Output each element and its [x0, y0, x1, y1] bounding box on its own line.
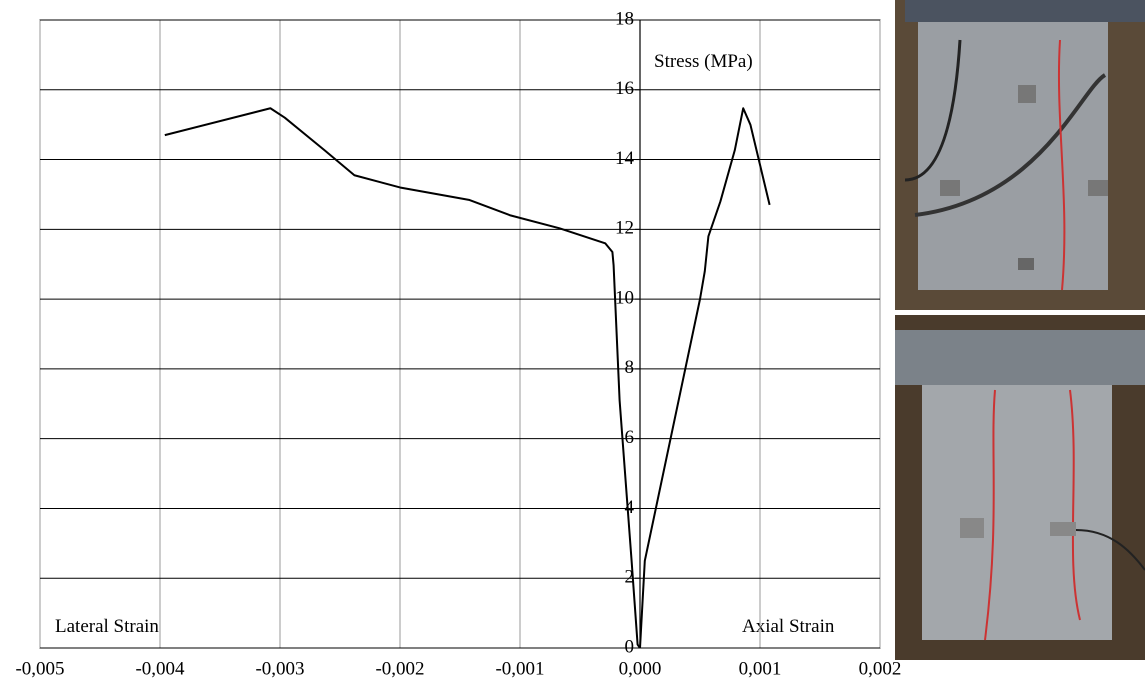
- x-tick-label: -0,005: [15, 658, 64, 679]
- y-tick-label: 12: [615, 218, 634, 239]
- y-tick-label: 14: [615, 148, 635, 169]
- y-tick-label: 18: [615, 8, 634, 29]
- photo-bottom: [895, 315, 1145, 660]
- data-line: [164, 107, 641, 649]
- plot-frame: [39, 19, 881, 649]
- y-tick-label: 0: [625, 636, 635, 657]
- photo-top: [895, 0, 1145, 310]
- y-tick-label: 8: [625, 357, 635, 378]
- y-tick-label: 6: [625, 427, 635, 448]
- y-tick-label: 2: [625, 567, 635, 588]
- annotation: Lateral Strain: [55, 616, 159, 637]
- x-tick-label: -0,004: [135, 658, 185, 679]
- x-tick-label: 0,000: [619, 658, 662, 679]
- annotation: Axial Strain: [742, 616, 835, 637]
- y-tick-label: 4: [625, 497, 635, 518]
- data-line: [639, 107, 771, 649]
- x-tick-label: -0,001: [495, 658, 544, 679]
- y-tick-label: 10: [615, 287, 634, 308]
- x-tick-label: 0,002: [859, 658, 902, 679]
- x-tick-label: 0,001: [739, 658, 782, 679]
- x-tick-label: -0,002: [375, 658, 424, 679]
- x-tick-label: -0,003: [255, 658, 304, 679]
- y-axis-label: Stress (MPa): [654, 51, 753, 72]
- y-tick-label: 16: [615, 78, 634, 99]
